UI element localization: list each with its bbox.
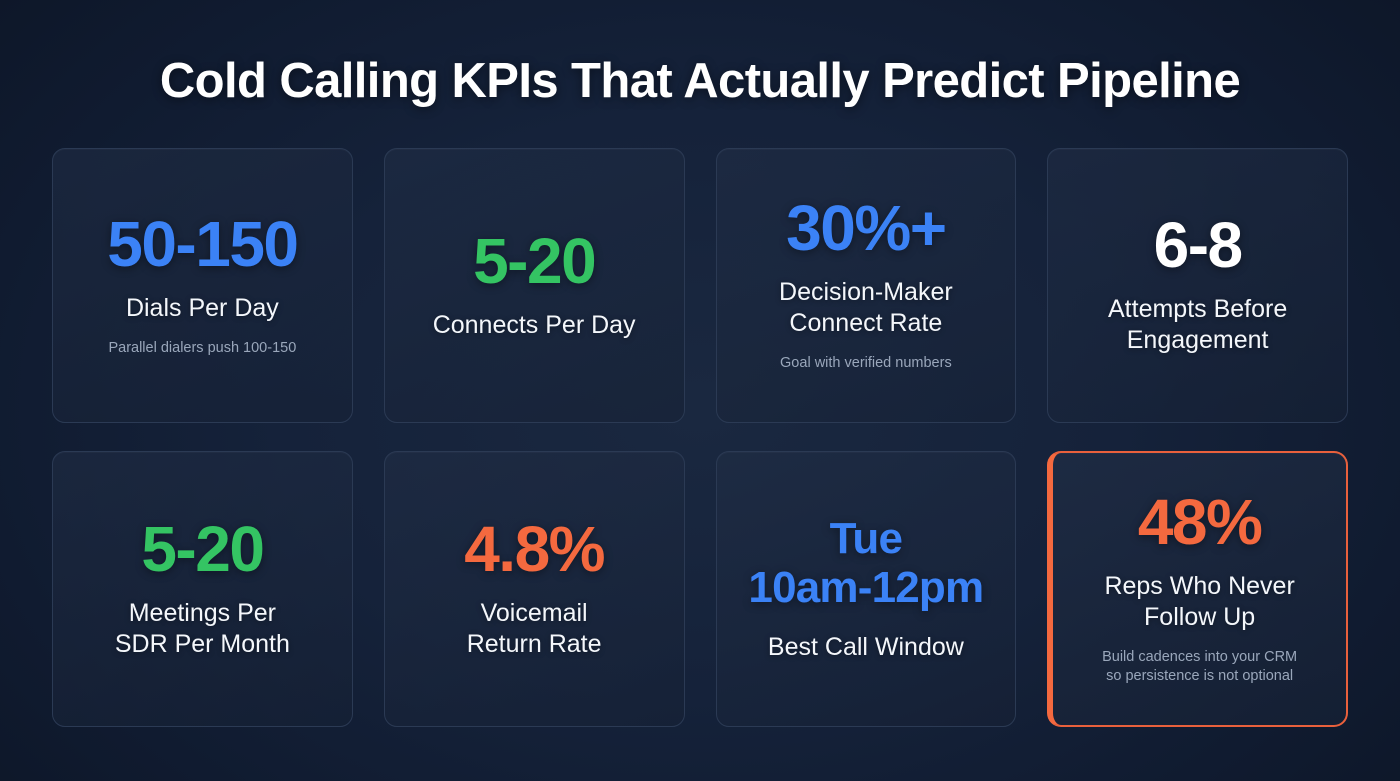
kpi-label: Dials Per Day [125, 293, 279, 322]
kpi-card: 48% Reps Who Never Follow Up Build cadence… [1047, 451, 1348, 727]
kpi-card: 5-20 Meetings Per SDR Per Month [52, 451, 353, 727]
kpi-label: Connects Per Day [432, 310, 636, 339]
kpi-label: Meetings Per SDR Per Month [114, 598, 290, 658]
kpi-note: Goal with verified numbers [780, 355, 952, 372]
kpi-value: Tue 10am-12pm [748, 513, 984, 613]
kpi-card-grid: 50-150 Dials Per Day Parallel dialers push… [52, 114, 1348, 727]
kpi-value: 5-20 [473, 224, 597, 297]
kpi-label: Voicemail Return Rate [466, 598, 602, 658]
kpi-value: 30%+ [786, 192, 947, 265]
kpi-label: Best Call Window [767, 632, 964, 661]
title-section: Cold Calling KPIs That Actually Predict … [52, 54, 1348, 114]
kpi-label: Attempts Before Engagement [1108, 295, 1288, 355]
kpi-value: 48% [1137, 486, 1263, 559]
kpi-label: Reps Who Never Follow Up [1104, 572, 1295, 632]
kpi-value: 4.8% [464, 512, 605, 585]
kpi-value: 6-8 [1153, 209, 1244, 282]
kpi-card: 5-20 Connects Per Day [383, 147, 685, 424]
kpi-card: 30%+ Decision-Maker Connect Rate Goal with… [715, 147, 1017, 424]
kpi-card: 4.8% Voicemail Return Rate [383, 451, 685, 727]
kpi-value: 5-20 [141, 512, 265, 585]
kpi-note: Parallel dialers push 100-150 [108, 339, 297, 356]
kpi-value: 50-150 [107, 207, 299, 280]
kpi-card: Tue 10am-12pm Best Call Window [715, 451, 1017, 727]
page-title: Cold Calling KPIs That Actually Predict … [159, 54, 1241, 108]
kpi-card: 6-8 Attempts Before Engagement [1047, 147, 1348, 424]
kpi-note: Build cadences into your CRM so persiste… [1102, 649, 1298, 685]
kpi-label: Decision-Maker Connect Rate [779, 278, 953, 338]
kpi-card: 50-150 Dials Per Day Parallel dialers push… [52, 147, 353, 424]
